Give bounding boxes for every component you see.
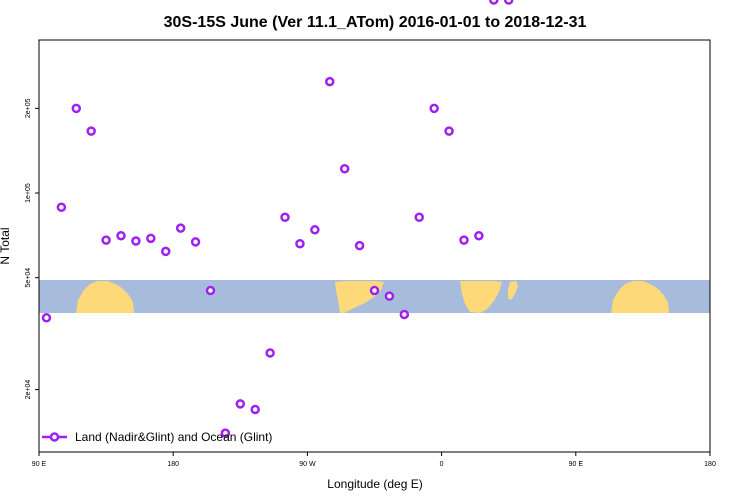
data-point <box>280 212 290 223</box>
y-tick-label: 2e+04 <box>25 380 32 400</box>
x-axis-ticks: 90 E 180 90 W 0 90 E 180 <box>32 452 716 468</box>
data-point <box>86 126 96 136</box>
data-point <box>71 103 82 114</box>
y-axis-label: N Total <box>0 227 12 264</box>
data-point <box>56 202 67 213</box>
legend: Land (Nadir&Glint) and Ocean (Glint) <box>42 430 272 444</box>
data-point <box>444 126 454 136</box>
data-point <box>489 0 499 5</box>
legend-marker <box>49 432 60 442</box>
landmass <box>611 281 669 313</box>
plot-frame <box>38 39 711 453</box>
data-point <box>399 309 410 320</box>
data-point <box>414 212 424 223</box>
y-tick-label: 1e+05 <box>25 183 32 203</box>
data-point <box>339 163 350 174</box>
data-point <box>175 223 186 233</box>
legend-label: Land (Nadir&Glint) and Ocean (Glint) <box>75 430 272 444</box>
data-point <box>369 285 380 296</box>
x-tick-label: 90 E <box>569 461 584 468</box>
data-point <box>116 230 126 241</box>
x-tick-label: 180 <box>167 461 179 468</box>
data-point <box>474 230 484 241</box>
data-point <box>295 239 305 249</box>
data-point <box>250 404 260 415</box>
data-point <box>310 225 320 235</box>
y-tick-label: 5e+04 <box>25 268 32 288</box>
x-tick-label: 90 W <box>299 461 316 468</box>
data-point <box>101 235 111 245</box>
data-point <box>160 246 171 257</box>
landmass <box>76 281 134 313</box>
data-point <box>429 103 439 114</box>
data-point <box>41 313 52 323</box>
y-tick-label: 2e+05 <box>25 98 32 118</box>
data-point <box>190 237 201 247</box>
world-map-band <box>39 280 710 313</box>
data-points <box>41 0 514 438</box>
data-point <box>325 76 335 87</box>
data-point <box>265 348 275 358</box>
chart-title: 30S-15S June (Ver 11.1_ATom) 2016-01-01 … <box>164 14 587 31</box>
landmass <box>460 281 502 313</box>
x-tick-label: 0 <box>440 461 444 468</box>
x-tick-label: 90 E <box>32 461 47 468</box>
data-point <box>205 285 216 296</box>
landmass <box>508 281 518 300</box>
data-point <box>146 233 156 244</box>
data-point <box>220 428 231 438</box>
x-tick-label: 180 <box>704 461 716 468</box>
data-point <box>384 291 395 301</box>
data-point <box>235 399 246 409</box>
y-axis-ticks: 2e+04 5e+04 1e+05 2e+05 <box>25 98 39 399</box>
data-point <box>131 236 141 246</box>
x-axis-label: Longitude (deg E) <box>327 477 422 491</box>
data-point <box>503 0 514 5</box>
data-point <box>354 240 365 251</box>
data-point <box>459 235 469 245</box>
